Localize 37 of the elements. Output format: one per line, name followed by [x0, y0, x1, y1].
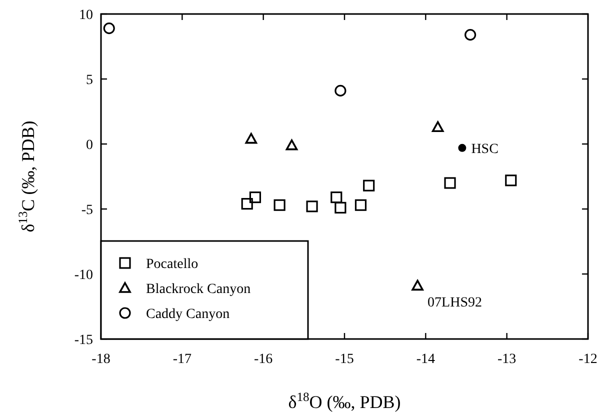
point	[103, 22, 115, 34]
point	[464, 29, 476, 41]
x-tick-label: -16	[254, 352, 273, 367]
point	[432, 121, 444, 132]
point	[249, 192, 262, 204]
annotation: 07LHS92	[428, 296, 482, 311]
x-tick-label: -13	[497, 352, 516, 367]
y-tick-label: -5	[81, 203, 93, 218]
x-axis-title: δ$^{18}$O (‰, PDB)	[288, 390, 401, 412]
point	[330, 192, 342, 204]
point	[444, 177, 456, 189]
point	[306, 200, 318, 212]
point	[286, 139, 298, 150]
legend-label: Blackrock Canyon	[146, 282, 251, 297]
y-tick-label: -15	[74, 333, 93, 348]
point	[245, 132, 258, 144]
legend-label: Caddy Canyon	[146, 307, 230, 322]
point	[274, 199, 286, 211]
point	[334, 84, 346, 96]
y-tick-label: -10	[74, 268, 93, 283]
point	[412, 280, 424, 291]
x-tick-label: -15	[335, 352, 354, 367]
y-tick-label: 5	[86, 73, 93, 88]
x-tick-label: -17	[172, 352, 192, 367]
point	[354, 199, 367, 211]
y-tick-label: 0	[86, 138, 93, 153]
point	[241, 198, 253, 210]
legend-label: Pocatello	[146, 257, 198, 272]
y-tick-label: 10	[79, 8, 93, 23]
x-tick-label: -14	[416, 352, 436, 367]
x-tick-label: -18	[92, 352, 110, 367]
x-tick-label: -12	[578, 352, 598, 367]
point	[505, 174, 517, 186]
point	[334, 202, 346, 214]
point	[458, 144, 466, 152]
annotation: HSC	[471, 142, 498, 157]
point	[363, 180, 375, 192]
